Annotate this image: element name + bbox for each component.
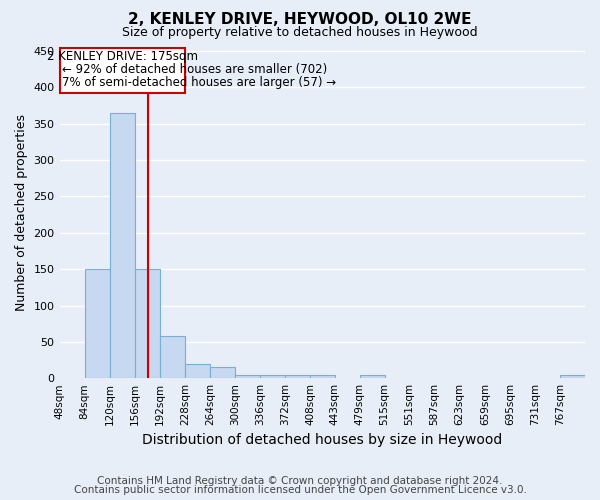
Bar <box>310 374 335 378</box>
X-axis label: Distribution of detached houses by size in Heywood: Distribution of detached houses by size … <box>142 434 502 448</box>
Text: 2, KENLEY DRIVE, HEYWOOD, OL10 2WE: 2, KENLEY DRIVE, HEYWOOD, OL10 2WE <box>128 12 472 28</box>
Bar <box>110 113 135 378</box>
Bar <box>260 374 285 378</box>
Bar <box>235 374 260 378</box>
Bar <box>185 364 210 378</box>
Bar <box>285 374 310 378</box>
Text: Size of property relative to detached houses in Heywood: Size of property relative to detached ho… <box>122 26 478 39</box>
Text: 2 KENLEY DRIVE: 175sqm: 2 KENLEY DRIVE: 175sqm <box>47 50 197 62</box>
Text: 7% of semi-detached houses are larger (57) →: 7% of semi-detached houses are larger (5… <box>62 76 337 89</box>
Text: Contains HM Land Registry data © Crown copyright and database right 2024.: Contains HM Land Registry data © Crown c… <box>97 476 503 486</box>
Bar <box>210 368 235 378</box>
Bar <box>560 374 585 378</box>
Bar <box>85 269 110 378</box>
Y-axis label: Number of detached properties: Number of detached properties <box>15 114 28 312</box>
Bar <box>135 269 160 378</box>
Bar <box>160 336 185 378</box>
Bar <box>359 374 385 378</box>
Text: ← 92% of detached houses are smaller (702): ← 92% of detached houses are smaller (70… <box>62 63 328 76</box>
FancyBboxPatch shape <box>59 48 185 94</box>
Text: Contains public sector information licensed under the Open Government Licence v3: Contains public sector information licen… <box>74 485 526 495</box>
